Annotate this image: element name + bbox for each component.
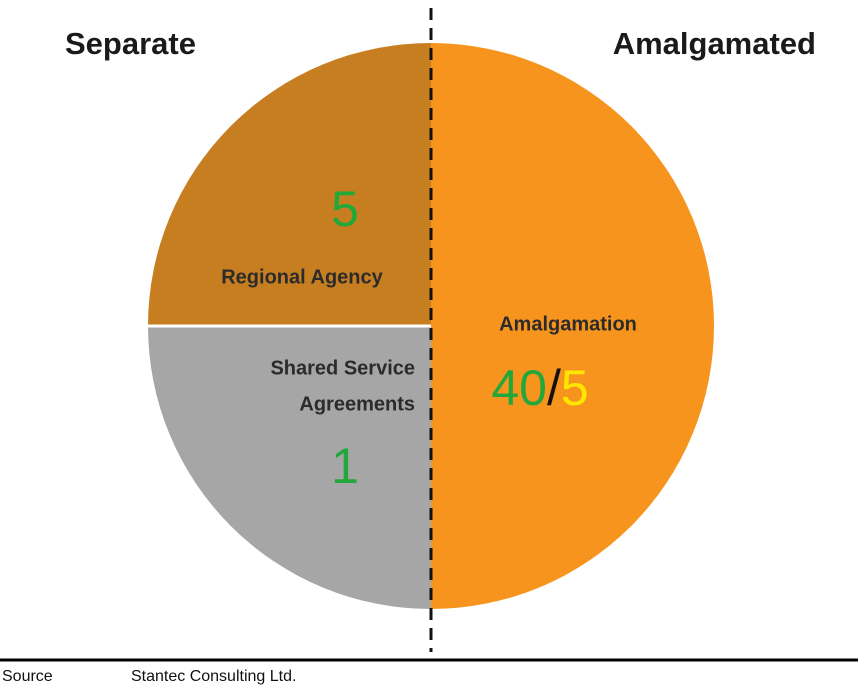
count-b: 5 (561, 360, 589, 416)
count-a: 40 (491, 360, 547, 416)
shared-label: Shared Service (270, 357, 415, 379)
source-label: Source (2, 668, 53, 685)
amalgamation-label: Amalgamation (499, 313, 637, 335)
regional-number: 5 (331, 181, 359, 237)
left-header: Separate (65, 26, 196, 61)
regional-agency-quarter (148, 43, 431, 326)
shared-number: 1 (331, 438, 359, 494)
regional-label: Regional Agency (221, 266, 383, 288)
source-text: Stantec Consulting Ltd. (131, 668, 296, 685)
right-header: Amalgamated (613, 26, 816, 61)
shared-label: Agreements (299, 393, 415, 415)
shared-service-quarter (148, 326, 431, 609)
slash: / (547, 360, 561, 416)
amalgamation-number: 40/5 (491, 360, 588, 416)
amalgamated-half (431, 43, 714, 609)
